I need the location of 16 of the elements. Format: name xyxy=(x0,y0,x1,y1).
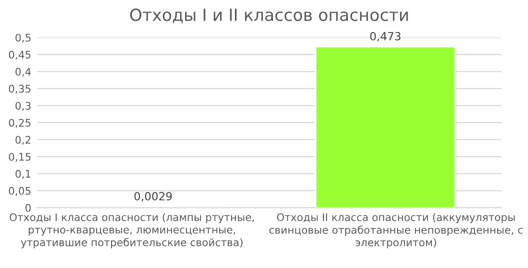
y-tick-label: 0,35 xyxy=(8,84,30,94)
x-tick-label: Отходы II класса опасности (аккумуляторы свинцовые отработанные неповрежденные, с электролитом) xyxy=(269,213,523,248)
y-tick-label: 0 xyxy=(25,204,31,212)
y-tick-label: 0,15 xyxy=(8,152,30,162)
y-tick-label: 0,2 xyxy=(16,136,30,145)
y-tick-label: 0,05 xyxy=(8,186,30,196)
x-tick-label: Отходы I класса опасности (лампы ртутные, ртутно-кварцевые, люминесцентные, утратившие потребительские свойства) xyxy=(10,213,254,248)
y-tick-label: 0,1 xyxy=(16,170,30,179)
y-tick-label: 0,45 xyxy=(8,50,30,60)
y-tick-label: 0,4 xyxy=(16,68,31,77)
data-label: 0,0029 xyxy=(134,192,172,202)
y-tick-label: 0,25 xyxy=(8,118,30,128)
data-label: 0,473 xyxy=(370,32,400,42)
y-tick-label: 0,5 xyxy=(16,34,30,43)
y-tick-label: 0,3 xyxy=(16,102,31,111)
chart-title: Отходы I и II классов опасности xyxy=(130,8,408,24)
